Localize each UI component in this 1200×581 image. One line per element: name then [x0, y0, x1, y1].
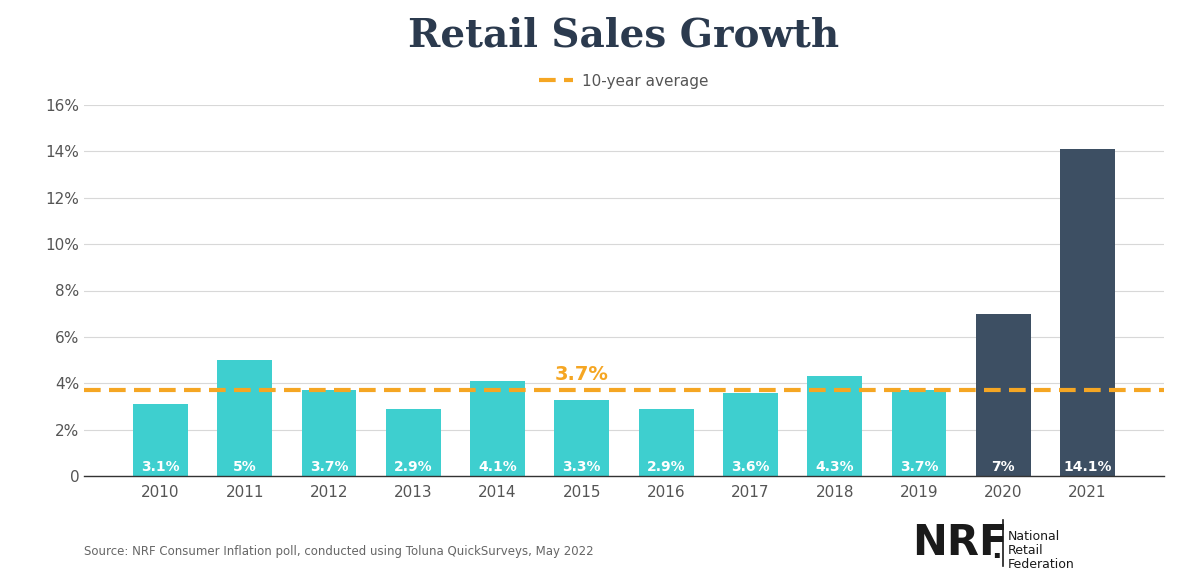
Text: 3.6%: 3.6%: [731, 460, 769, 474]
Title: Retail Sales Growth: Retail Sales Growth: [408, 16, 840, 54]
Text: 4.1%: 4.1%: [479, 460, 517, 474]
Text: 7%: 7%: [991, 460, 1015, 474]
Text: 14.1%: 14.1%: [1063, 460, 1111, 474]
Bar: [133, 404, 188, 476]
Bar: [808, 376, 862, 476]
Legend: 10-year average: 10-year average: [533, 67, 715, 95]
Text: 3.1%: 3.1%: [142, 460, 180, 474]
Bar: [470, 381, 524, 476]
Text: National: National: [1008, 530, 1061, 543]
Bar: [1060, 149, 1115, 476]
Text: 4.3%: 4.3%: [815, 460, 854, 474]
Bar: [386, 409, 440, 476]
Bar: [892, 390, 947, 476]
Text: NRF: NRF: [912, 522, 1008, 564]
Text: 3.3%: 3.3%: [563, 460, 601, 474]
Text: 3.7%: 3.7%: [554, 365, 608, 384]
Text: Source: NRF Consumer Inflation poll, conducted using Toluna QuickSurveys, May 20: Source: NRF Consumer Inflation poll, con…: [84, 545, 594, 558]
Text: 2.9%: 2.9%: [647, 460, 685, 474]
Bar: [554, 400, 610, 476]
Text: 2.9%: 2.9%: [394, 460, 433, 474]
Text: 3.7%: 3.7%: [310, 460, 348, 474]
Text: 3.7%: 3.7%: [900, 460, 938, 474]
Text: 5%: 5%: [233, 460, 257, 474]
Text: Federation: Federation: [1008, 558, 1075, 571]
Bar: [976, 314, 1031, 476]
Bar: [301, 390, 356, 476]
Bar: [638, 409, 694, 476]
Text: Retail: Retail: [1008, 544, 1044, 557]
Bar: [217, 360, 272, 476]
Text: .: .: [991, 536, 1002, 564]
Bar: [724, 393, 778, 476]
